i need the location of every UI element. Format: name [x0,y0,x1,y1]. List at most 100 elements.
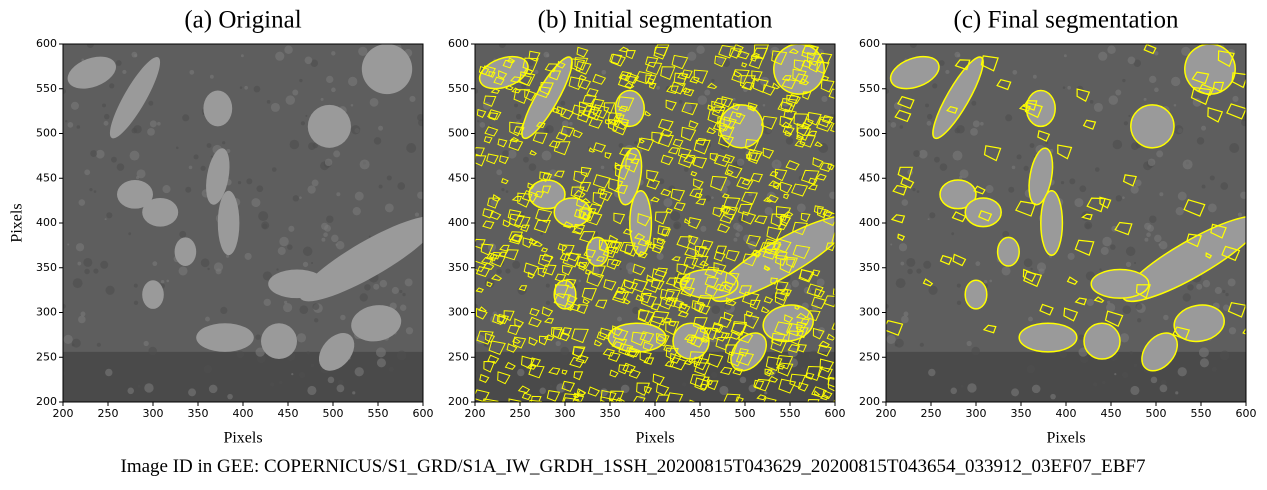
texture [417,113,423,122]
texture [925,103,929,108]
texture [956,300,962,305]
texture [185,186,192,193]
texture [985,185,994,194]
superpixel-boundary [591,265,606,278]
superpixel-boundary [686,336,698,345]
superpixel-boundary [645,56,659,68]
y-tick-label: 200 [36,395,57,408]
superpixel-boundary [704,266,720,278]
y-tick-label: 550 [36,82,57,95]
superpixel-boundary [600,396,612,402]
texture [539,387,546,395]
segment-boundary [1018,104,1031,112]
texture [95,149,105,159]
segment-boundary [1114,221,1133,236]
texture [1028,316,1033,322]
texture [263,298,271,307]
texture [253,85,261,93]
segment-boundary [946,105,958,114]
texture [475,371,478,376]
superpixel-boundary [760,115,778,130]
superpixel-boundary [612,120,629,136]
superpixel-boundary [535,208,553,223]
x-tick-label: 200 [465,407,486,420]
texture [916,190,920,193]
superpixel-boundary [554,273,567,283]
superpixel-boundary [706,126,717,135]
superpixel-boundary [711,323,724,334]
texture [617,316,622,322]
superpixel-boundary [650,196,660,203]
superpixel-boundary [490,274,503,281]
superpixel-boundary [706,82,718,90]
superpixel-boundary [586,271,605,287]
texture [1160,379,1167,386]
texture [700,225,707,232]
texture [966,340,972,347]
texture [1150,376,1158,384]
texture [93,268,99,274]
superpixel-boundary [599,327,613,340]
texture [1214,286,1222,295]
texture [890,243,893,246]
texture [1159,241,1168,250]
superpixel-boundary [582,297,590,305]
texture [696,45,705,54]
texture [137,385,141,388]
superpixel-boundary [775,206,792,222]
superpixel-boundary [725,298,737,306]
superpixel-boundary [485,252,498,261]
segment-boundary [982,324,997,334]
superpixel-boundary [571,104,587,117]
superpixel-boundary [493,76,505,86]
texture [556,383,566,393]
superpixel-boundary [776,354,794,370]
texture [359,293,368,302]
texture [188,388,197,397]
superpixel-boundary [731,69,750,85]
texture [1125,246,1136,257]
texture [104,218,107,221]
superpixel-boundary [774,321,793,336]
texture [1106,303,1116,313]
panel: (a) Original 200 250 300 350 400 450 500 550 600 2… [9,7,434,447]
texture [1063,54,1067,58]
superpixel-boundary [754,378,771,392]
superpixel-boundary [585,269,592,276]
superpixel-boundary [578,208,593,222]
texture [359,159,370,170]
superpixel-boundary [717,223,731,234]
superpixel-boundary [799,134,816,148]
superpixel-boundary [807,177,818,186]
texture [960,385,964,388]
texture [368,235,371,238]
superpixel-boundary [646,178,661,190]
texture [1225,292,1229,297]
texture [1086,298,1094,307]
x-tick-label: 400 [1056,407,1077,420]
superpixel-boundary [573,170,588,185]
segment-boundary [892,184,908,196]
texture [291,373,294,376]
y-tick-label: 350 [859,261,880,274]
x-tick-label: 600 [825,407,846,420]
texture [893,101,902,110]
texture [175,146,179,150]
superpixel-boundary [707,353,724,368]
superpixel-boundary [728,48,742,59]
texture [658,178,665,185]
texture [207,267,210,271]
texture [615,364,625,374]
texture [1062,86,1066,89]
y-tick-label: 250 [36,350,57,363]
superpixel-boundary [607,112,622,126]
texture [1023,165,1029,171]
superpixel-boundary [684,247,699,258]
superpixel-boundary [638,137,645,144]
superpixel-boundary [693,178,704,189]
superpixel-boundary [618,343,634,356]
texture [1108,95,1119,105]
superpixel-boundary [632,395,646,402]
superpixel-boundary [673,299,685,309]
superpixel-boundary [573,189,586,198]
